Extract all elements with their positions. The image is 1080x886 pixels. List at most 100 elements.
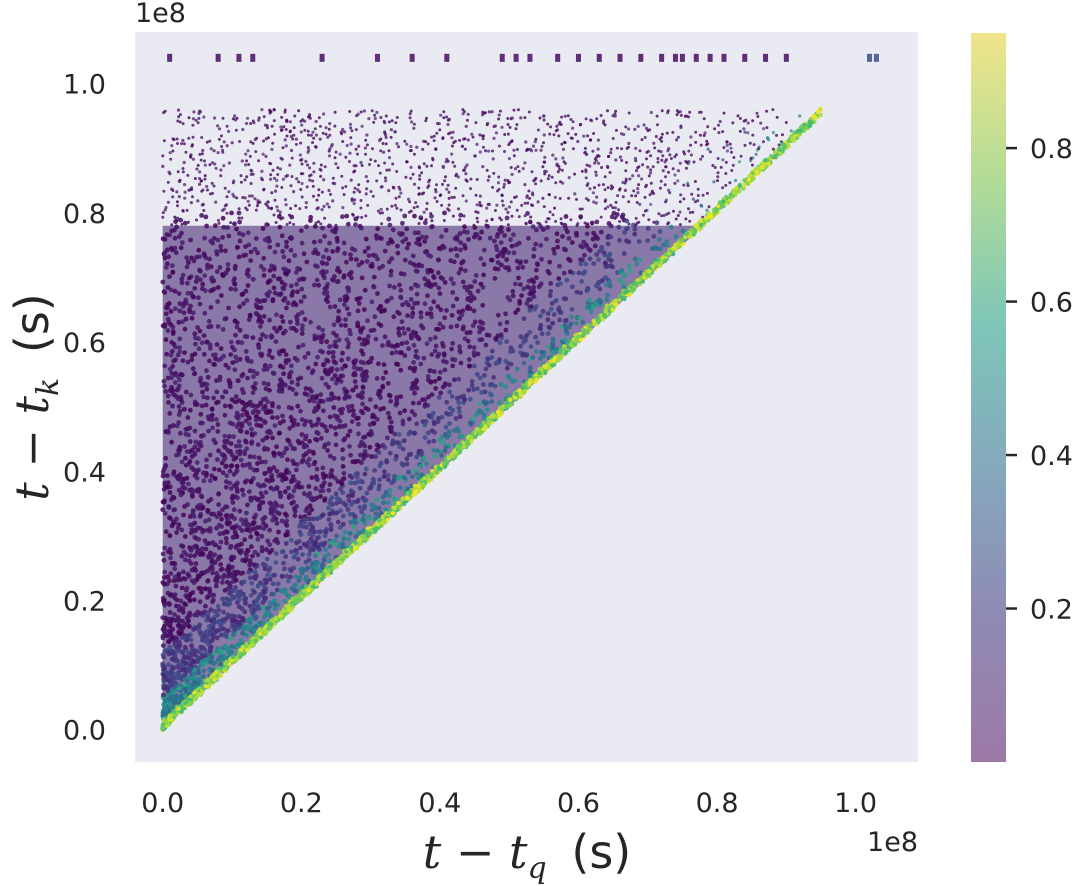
scatter-point bbox=[531, 204, 534, 207]
scatter-point bbox=[257, 316, 262, 322]
scatter-point bbox=[253, 381, 258, 386]
scatter-point bbox=[321, 542, 326, 548]
scatter-point bbox=[421, 355, 427, 361]
scatter-point bbox=[189, 353, 195, 358]
scatter-point bbox=[249, 441, 254, 446]
scatter-point bbox=[310, 394, 315, 400]
scatter-point bbox=[181, 138, 185, 142]
scatter-point bbox=[433, 386, 439, 391]
scatter-point bbox=[353, 459, 358, 465]
scatter-point bbox=[376, 483, 382, 488]
scatter-point bbox=[314, 565, 319, 571]
scatter-point bbox=[218, 567, 224, 573]
scatter-point bbox=[280, 249, 285, 254]
scatter-point bbox=[324, 428, 330, 434]
scatter-point bbox=[492, 266, 498, 272]
scatter-point bbox=[592, 186, 597, 190]
scatter-point bbox=[341, 240, 347, 246]
scatter-point bbox=[365, 340, 370, 345]
scatter-point bbox=[370, 412, 376, 418]
scatter-point bbox=[664, 239, 670, 245]
scatter-point bbox=[306, 484, 312, 489]
scatter-point bbox=[314, 535, 320, 541]
scatter-point bbox=[531, 279, 537, 285]
scatter-point bbox=[310, 564, 316, 570]
scatter-point bbox=[212, 620, 217, 625]
scatter-point bbox=[184, 449, 190, 454]
scatter-point bbox=[426, 142, 430, 146]
scatter-point bbox=[257, 592, 263, 597]
scatter-point bbox=[298, 299, 304, 304]
scatter-point bbox=[163, 389, 169, 394]
scatter-point bbox=[318, 348, 323, 354]
scatter-point bbox=[353, 198, 357, 202]
scatter-point bbox=[366, 431, 371, 437]
scatter-point bbox=[311, 496, 317, 502]
scatter-point bbox=[190, 366, 196, 372]
scatter-point bbox=[528, 147, 533, 151]
scatter-point bbox=[636, 124, 640, 128]
scatter-point bbox=[216, 502, 222, 507]
scatter-point bbox=[198, 493, 204, 499]
scatter-point bbox=[523, 201, 527, 205]
scatter-point bbox=[722, 146, 726, 150]
scatter-point bbox=[497, 117, 501, 121]
scatter-point bbox=[209, 473, 215, 479]
scatter-point bbox=[178, 430, 183, 436]
scatter-point bbox=[170, 363, 176, 369]
scatter-point bbox=[213, 162, 217, 166]
scatter-point bbox=[345, 404, 351, 410]
scatter-point bbox=[665, 131, 669, 135]
scatter-point bbox=[315, 550, 321, 556]
scatter-point bbox=[209, 147, 213, 151]
scatter-point bbox=[341, 140, 345, 143]
scatter-point bbox=[557, 165, 561, 168]
scatter-point bbox=[431, 438, 437, 444]
scatter-point bbox=[289, 236, 294, 242]
scatter-point bbox=[225, 144, 229, 148]
scatter-point bbox=[508, 361, 514, 367]
scatter-point bbox=[182, 635, 188, 641]
scatter-point bbox=[324, 132, 328, 136]
scatter-point bbox=[306, 511, 312, 516]
scatter-point bbox=[203, 177, 207, 181]
scatter-point bbox=[201, 668, 207, 674]
scatter-point bbox=[446, 122, 450, 127]
scatter-point bbox=[206, 541, 212, 546]
scatter-point bbox=[249, 626, 255, 632]
scatter-point bbox=[293, 484, 299, 490]
scatter-point bbox=[345, 344, 351, 350]
scatter-point bbox=[281, 266, 287, 272]
scatter-point bbox=[202, 634, 208, 639]
scatter-point bbox=[464, 306, 470, 311]
scatter-point bbox=[232, 281, 238, 287]
scatter-point bbox=[194, 275, 200, 280]
scatter-point bbox=[458, 266, 464, 272]
scatter-point bbox=[481, 382, 486, 387]
scatter-point bbox=[280, 319, 286, 324]
scatter-point bbox=[273, 132, 277, 136]
scatter-point bbox=[546, 324, 552, 330]
scatter-point bbox=[588, 164, 592, 168]
scatter-point bbox=[694, 140, 698, 144]
scatter-point bbox=[205, 265, 210, 271]
scatter-point bbox=[223, 362, 229, 368]
scatter-point bbox=[485, 206, 489, 210]
scatter-point bbox=[339, 481, 345, 487]
scatter-point bbox=[185, 290, 191, 296]
scatter-point bbox=[442, 432, 448, 437]
scatter-point bbox=[269, 547, 275, 553]
scatter-point bbox=[192, 667, 198, 673]
scatter-point bbox=[583, 146, 587, 150]
scatter-point bbox=[648, 193, 652, 197]
scatter-point bbox=[225, 195, 229, 199]
scatter-point bbox=[560, 142, 564, 146]
scatter-point bbox=[308, 319, 313, 325]
scatter-point bbox=[729, 146, 733, 150]
scatter-point bbox=[334, 150, 338, 154]
scatter-point bbox=[227, 545, 233, 551]
scatter-point bbox=[439, 453, 444, 458]
scatter-point bbox=[260, 108, 264, 112]
scatter-point bbox=[184, 150, 188, 154]
scatter-point bbox=[508, 349, 513, 354]
